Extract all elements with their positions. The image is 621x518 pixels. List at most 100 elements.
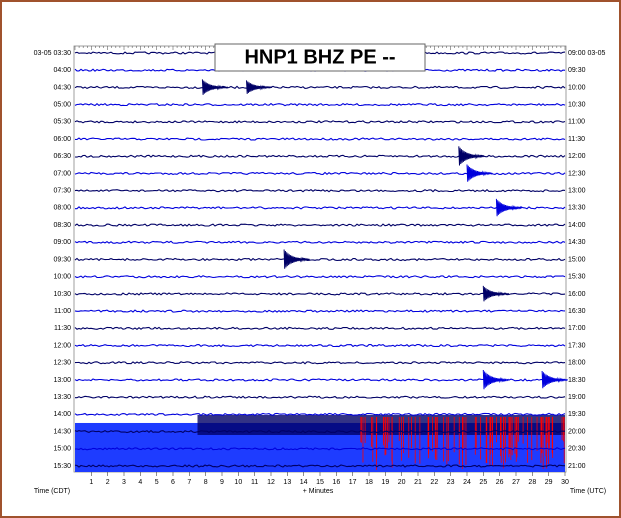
right-time-label: 20:30 — [568, 446, 586, 453]
x-axis-label: + Minutes — [303, 488, 334, 495]
left-time-label: 04:30 — [53, 84, 71, 91]
right-time-label: 10:00 — [568, 84, 586, 91]
x-tick-label: 8 — [204, 479, 208, 486]
trace — [74, 412, 566, 417]
event-burst — [482, 369, 510, 390]
left-time-label: 14:00 — [53, 411, 71, 418]
left-time-label: 04:00 — [53, 67, 71, 74]
x-tick-label: 14 — [300, 479, 308, 486]
trace — [75, 206, 566, 210]
left-time-label: 10:00 — [53, 274, 71, 281]
left-time-label: 03-05 03:30 — [34, 50, 71, 57]
right-time-label: 18:30 — [568, 377, 586, 384]
trace — [74, 223, 566, 227]
right-time-label: 13:00 — [568, 188, 586, 195]
event-burst — [246, 80, 273, 94]
event-burst — [201, 79, 229, 95]
trace — [74, 102, 566, 107]
event-burst — [482, 285, 510, 302]
right-time-label: 12:30 — [568, 170, 586, 177]
trace — [74, 464, 565, 468]
dense-trace-dark — [197, 414, 565, 435]
x-tick-label: 17 — [349, 479, 357, 486]
left-time-label: 08:00 — [53, 205, 71, 212]
right-time-label: 15:30 — [568, 274, 586, 281]
x-tick-label: 28 — [528, 479, 536, 486]
left-time-label: 09:00 — [53, 239, 71, 246]
x-tick-label: 24 — [463, 479, 471, 486]
left-time-label: 12:30 — [53, 360, 71, 367]
right-time-label: 12:00 — [568, 153, 586, 160]
x-tick-label: 3 — [122, 479, 126, 486]
x-tick-label: 11 — [251, 479, 258, 486]
right-time-label: 18:00 — [568, 360, 586, 367]
trace — [74, 137, 566, 141]
right-time-label: 09:30 — [568, 67, 586, 74]
trace — [74, 429, 565, 434]
right-time-label: 13:30 — [568, 205, 586, 212]
trace — [74, 240, 566, 244]
event-burst — [541, 370, 568, 389]
x-tick-label: 29 — [545, 479, 553, 486]
x-tick-label: 18 — [365, 479, 373, 486]
title-box-bg — [214, 43, 426, 72]
trace — [74, 188, 566, 193]
trace — [74, 326, 566, 331]
x-tick-label: 30 — [561, 479, 569, 486]
left-time-label: 15:00 — [53, 446, 71, 453]
left-time-label: 11:30 — [54, 325, 71, 332]
chart-title: HNP1 BHZ PE -- — [244, 46, 395, 68]
left-time-label: 12:00 — [53, 342, 71, 349]
trace — [74, 257, 566, 262]
right-time-label: 16:30 — [568, 308, 586, 315]
trace — [74, 309, 566, 313]
left-time-label: 06:00 — [53, 136, 71, 143]
title-box: HNP1 BHZ PE -- — [214, 43, 426, 72]
right-time-label: 17:00 — [568, 325, 586, 332]
x-tick-label: 26 — [496, 479, 504, 486]
left-time-label: 06:30 — [53, 153, 71, 160]
right-time-label: 11:30 — [568, 136, 585, 143]
right-time-label: 15:00 — [568, 256, 586, 263]
x-tick-label: 7 — [187, 479, 191, 486]
right-time-label: 20:00 — [568, 428, 586, 435]
trace — [74, 343, 566, 348]
x-tick-label: 2 — [106, 479, 110, 486]
right-time-label: 09:00 03-05 — [568, 50, 605, 57]
x-tick-label: 23 — [447, 479, 455, 486]
x-tick-label: 19 — [381, 479, 389, 486]
x-tick-label: 12 — [267, 479, 275, 486]
left-time-label: 07:00 — [53, 170, 71, 177]
left-time-label: 14:30 — [53, 428, 71, 435]
x-tick-label: 4 — [138, 479, 142, 486]
left-time-label: 05:30 — [53, 119, 71, 126]
event-burst — [458, 146, 485, 166]
x-tick-label: 25 — [479, 479, 487, 486]
event-burst — [495, 198, 523, 217]
right-time-label: 10:30 — [568, 101, 586, 108]
left-time-label: 11:00 — [54, 308, 71, 315]
left-time-label: 05:00 — [53, 101, 71, 108]
right-time-label: 11:00 — [568, 119, 585, 126]
x-tick-label: 16 — [332, 479, 340, 486]
trace — [74, 85, 566, 90]
right-time-label: 19:30 — [568, 411, 586, 418]
right-time-label: 17:30 — [568, 342, 586, 349]
x-tick-label: 5 — [155, 479, 159, 486]
left-time-label: 09:30 — [53, 256, 71, 263]
x-tick-label: 27 — [512, 479, 520, 486]
trace — [74, 361, 566, 365]
trace — [75, 447, 566, 451]
event-burst — [466, 164, 493, 182]
x-tick-label: 13 — [283, 479, 291, 486]
left-axis-label: Time (CDT) — [34, 488, 70, 495]
x-tick-label: 1 — [89, 479, 93, 486]
left-time-label: 15:30 — [53, 463, 71, 470]
x-tick-label: 10 — [234, 479, 242, 486]
left-time-label: 13:30 — [53, 394, 71, 401]
left-time-label: 13:00 — [53, 377, 71, 384]
x-tick-label: 6 — [171, 479, 175, 486]
right-time-label: 14:00 — [568, 222, 586, 229]
